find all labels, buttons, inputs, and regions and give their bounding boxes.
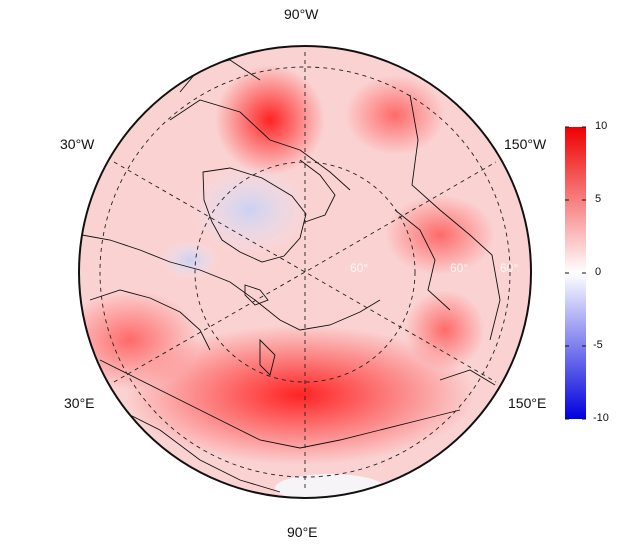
graticule (99, 52, 511, 492)
lon-label-left-lower: 30°E (64, 395, 95, 411)
colorbar-label-0: 0 (595, 266, 602, 278)
lon-label-bottom: 90°E (287, 524, 318, 540)
colorbar-ticks (565, 126, 586, 420)
colorbar-label-5: 5 (595, 193, 602, 205)
lon-label-right-lower: 150°E (508, 395, 547, 411)
colorbar (565, 127, 586, 419)
colorbar-label-neg10: -10 (593, 412, 609, 424)
map-border (78, 45, 532, 499)
lat-label-3: 60° (500, 261, 518, 275)
lon-label-top: 90°W (284, 6, 319, 22)
colorbar-label-10: 10 (595, 120, 608, 132)
coastlines (81, 59, 501, 493)
colorbar-label-neg5: -5 (593, 339, 603, 351)
lon-label-left-upper: 30°W (60, 136, 95, 152)
lat-label-2: 60° (450, 261, 468, 275)
lat-label-1: 60° (350, 261, 368, 275)
lon-label-right-upper: 150°W (504, 136, 547, 152)
